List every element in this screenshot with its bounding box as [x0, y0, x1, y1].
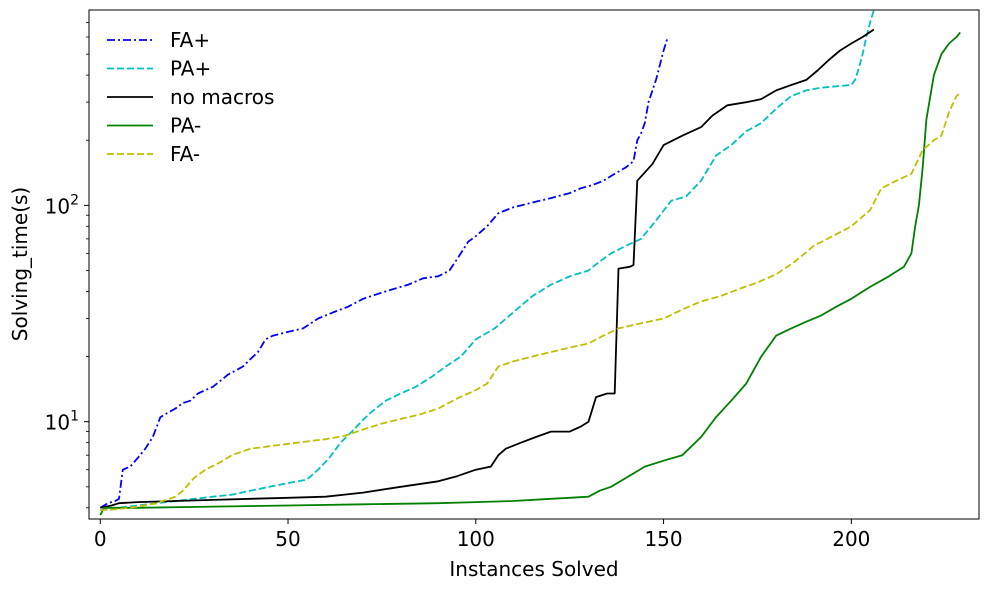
legend-label: no macros [170, 85, 274, 109]
x-axis-label: Instances Solved [449, 557, 618, 581]
y-axis-label: Solving_time(s) [8, 187, 32, 341]
y-tick-exponent: 2 [70, 192, 79, 208]
y-tick-label: 101 [45, 409, 79, 435]
y-tick-exponent: 1 [70, 409, 79, 425]
y-tick-label: 102 [45, 192, 79, 218]
series-line-PA- [99, 31, 961, 516]
x-tick-label: 0 [94, 527, 107, 551]
x-axis: 0 50 100 150 200 [94, 519, 870, 551]
x-tick-label: 50 [275, 527, 300, 551]
series-line-PA+ [100, 9, 875, 512]
legend-label: FA- [170, 142, 200, 166]
x-tick-label: 150 [644, 527, 682, 551]
series-layer [99, 9, 961, 516]
legend: FA+ PA+ no macros PA- FA- [107, 28, 274, 166]
legend-label: PA+ [170, 57, 211, 81]
y-tick-base: 10 [45, 194, 70, 218]
series-line-FA- [100, 92, 961, 512]
x-tick-label: 200 [832, 527, 870, 551]
plot-area [89, 10, 979, 519]
series-line-FA+ [99, 38, 669, 509]
y-tick-base: 10 [45, 411, 70, 435]
plot-frame [88, 9, 980, 520]
legend-label: FA+ [170, 28, 210, 52]
series-line-no macros [100, 28, 875, 509]
legend-label: PA- [170, 114, 201, 138]
x-tick-label: 100 [457, 527, 495, 551]
